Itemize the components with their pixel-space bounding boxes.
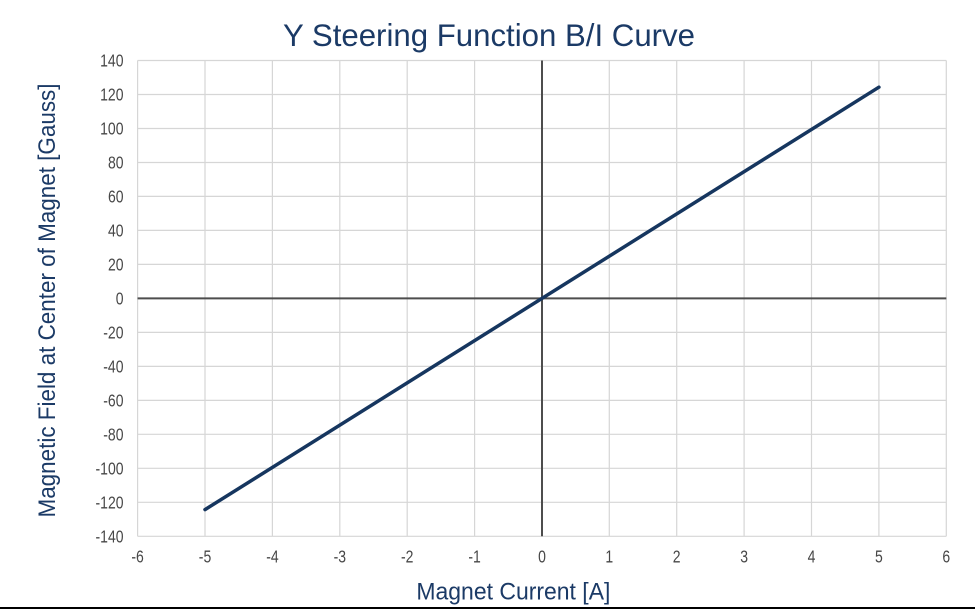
svg-text:80: 80 [108, 154, 124, 173]
svg-text:-40: -40 [103, 358, 123, 377]
svg-text:0: 0 [538, 548, 546, 567]
svg-text:Magnetic Field at Center of Ma: Magnetic Field at Center of Magnet [Gaus… [34, 84, 61, 518]
svg-text:-120: -120 [96, 494, 124, 513]
svg-text:40: 40 [108, 222, 124, 241]
svg-text:-3: -3 [334, 548, 347, 567]
svg-text:-5: -5 [199, 548, 212, 567]
svg-text:6: 6 [942, 548, 950, 567]
svg-text:-4: -4 [266, 548, 279, 567]
svg-text:-80: -80 [103, 426, 123, 445]
svg-text:-140: -140 [96, 528, 124, 547]
svg-text:-60: -60 [103, 392, 123, 411]
svg-text:100: 100 [100, 120, 124, 139]
svg-text:1: 1 [605, 548, 613, 567]
svg-text:-2: -2 [401, 548, 413, 567]
svg-text:140: 140 [100, 52, 124, 71]
svg-text:4: 4 [808, 548, 816, 567]
svg-text:-6: -6 [131, 548, 144, 567]
svg-text:Y Steering Function B/I Curve: Y Steering Function B/I Curve [283, 17, 695, 53]
svg-text:-1: -1 [468, 548, 481, 567]
svg-text:Magnet Current [A]: Magnet Current [A] [416, 579, 610, 605]
svg-text:-20: -20 [103, 324, 123, 343]
svg-text:5: 5 [875, 548, 883, 567]
svg-text:2: 2 [673, 548, 681, 567]
svg-text:3: 3 [740, 548, 748, 567]
svg-text:0: 0 [116, 290, 124, 309]
svg-text:-100: -100 [96, 460, 124, 479]
svg-text:60: 60 [108, 188, 124, 207]
svg-text:20: 20 [108, 256, 124, 275]
svg-text:120: 120 [100, 86, 124, 105]
